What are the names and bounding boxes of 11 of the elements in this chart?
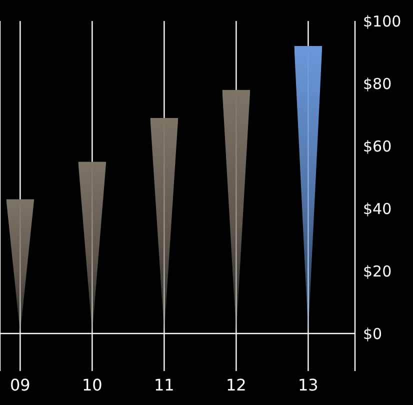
y-tick-label: $80 (363, 74, 392, 93)
y-tick-label: $60 (363, 137, 392, 156)
y-tick-label: $0 (363, 324, 382, 343)
x-tick-label: 10 (82, 375, 102, 394)
y-tick-label: $100 (363, 12, 402, 30)
x-tick-label: 09 (10, 375, 30, 394)
x-tick-label: 13 (298, 375, 318, 394)
y-tick-label: $20 (363, 262, 392, 280)
x-tick-label: 11 (154, 375, 174, 394)
y-tick-label: $40 (363, 200, 392, 218)
x-tick-label: 12 (226, 375, 246, 394)
